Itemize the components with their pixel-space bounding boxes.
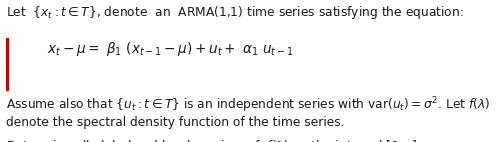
Text: $x_t - \mu =\ \beta_1\ (x_{t-1} -\mu)+u_t +\ \alpha_1\ u_{t-1}$: $x_t - \mu =\ \beta_1\ (x_{t-1} -\mu)+u_… [47, 40, 294, 58]
Text: Assume also that $\{u_t : t \in T\}$ is an independent series with var$(u_t) = \: Assume also that $\{u_t : t \in T\}$ is … [6, 95, 491, 115]
Bar [6, 38, 9, 91]
Text: Let  $\{x_t : t \in T\}$, denote  an  ARMA(1,1) time series satisfying the equat: Let $\{x_t : t \in T\}$, denote an ARMA(… [6, 4, 464, 21]
Text: denote the spectral density function of the time series.: denote the spectral density function of … [6, 116, 345, 130]
Text: Determine all global and local maxima of  $f(\lambda)$ on the interval $[0,\pi]$: Determine all global and local maxima of… [6, 138, 421, 142]
